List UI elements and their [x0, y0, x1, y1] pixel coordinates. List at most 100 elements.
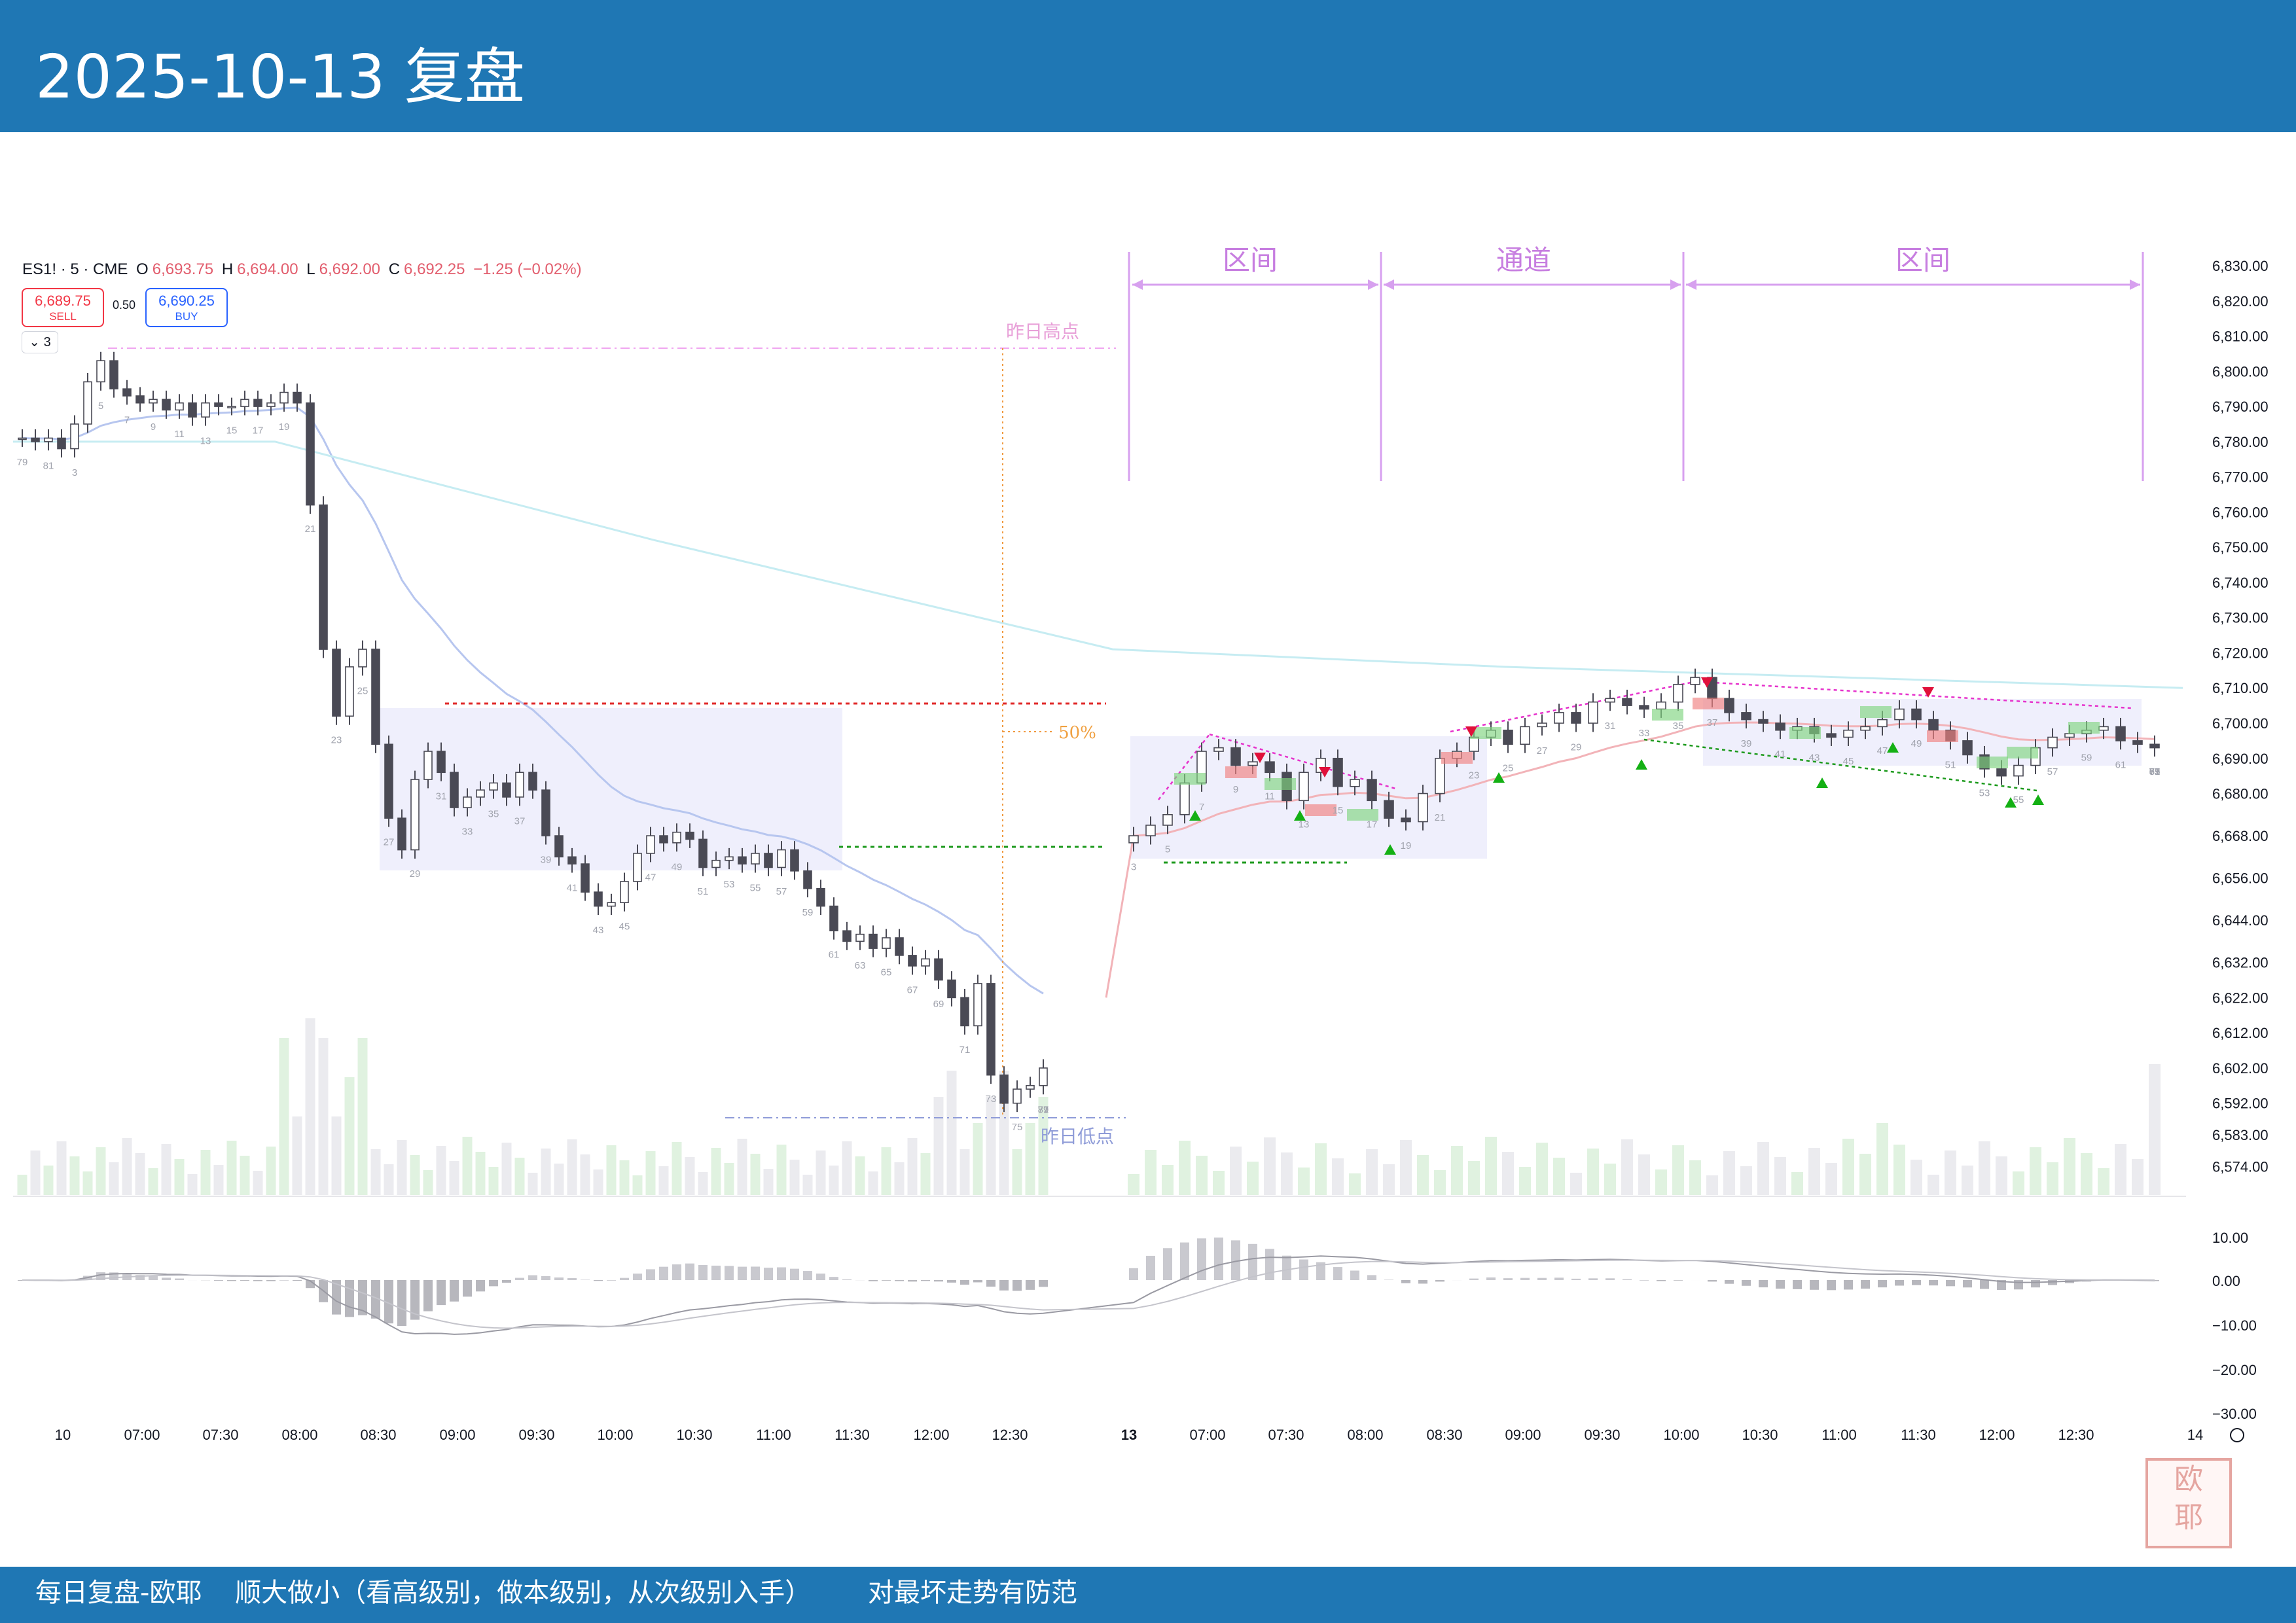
- volume-bar: [1400, 1140, 1412, 1195]
- macd-histogram-bar: [541, 1276, 550, 1280]
- indicator-collapse-button[interactable]: ⌄ 3: [22, 331, 58, 353]
- price-tick-label: 6,800.00: [2212, 363, 2269, 380]
- candle: [542, 781, 550, 845]
- bar-number: 49: [672, 861, 683, 872]
- prev-low-label: 昨日低点: [1041, 1126, 1114, 1147]
- volume-bar: [1689, 1160, 1701, 1195]
- candle: [267, 394, 275, 415]
- segment-label-range-1: 区间: [1223, 244, 1278, 276]
- macd-histogram-bar: [253, 1280, 262, 1281]
- macd-histogram-bar: [1742, 1280, 1751, 1286]
- time-tick-label: 12:00: [913, 1427, 949, 1443]
- macd-tick-label: −20.00: [2212, 1362, 2257, 1378]
- macd-histogram-bar: [1725, 1280, 1734, 1284]
- change-value: −1.25 (−0.02%): [473, 260, 581, 278]
- volume-bar: [2030, 1147, 2041, 1195]
- bar-number: 35: [1673, 721, 1684, 732]
- bar-number: 61: [829, 950, 840, 961]
- macd-histogram-bar: [738, 1267, 747, 1280]
- macd-histogram-bar: [921, 1280, 930, 1281]
- macd-histogram-bar: [1674, 1280, 1683, 1281]
- high-value: 6,694.00: [237, 260, 298, 278]
- segment-label-range-2: 区间: [1895, 244, 1950, 276]
- volume-bar: [1979, 1141, 1990, 1195]
- volume-bar: [895, 1162, 905, 1195]
- macd-histogram-bar: [1861, 1280, 1870, 1289]
- bar-number: 25: [1503, 763, 1514, 774]
- volume-bar: [397, 1140, 407, 1195]
- bar-number: 73: [986, 1094, 997, 1105]
- bar-number: 13: [1299, 819, 1310, 830]
- volume-bar: [18, 1175, 27, 1195]
- segment-label-channel: 通道: [1496, 244, 1551, 276]
- buy-highlight: [1652, 709, 1683, 721]
- time-tick-label: 10:30: [1742, 1427, 1778, 1443]
- price-tick-label: 6,740.00: [2212, 575, 2269, 591]
- volume-bar: [31, 1150, 41, 1195]
- price-tick-label: 6,750.00: [2212, 539, 2269, 556]
- volume-bar: [1604, 1164, 1616, 1195]
- candle: [123, 380, 131, 405]
- candle: [935, 950, 942, 989]
- volume-bar: [253, 1171, 263, 1195]
- arrow-left-icon: [1132, 279, 1143, 290]
- bar-number: 79: [17, 457, 28, 468]
- time-tick-label: 08:30: [360, 1427, 396, 1443]
- macd-histogram-bar: [554, 1277, 564, 1280]
- macd-signal-line: [22, 1260, 2155, 1329]
- time-tick-label: 12:30: [992, 1427, 1028, 1443]
- volume-bar: [135, 1153, 145, 1195]
- candle: [1039, 1059, 1047, 1094]
- macd-histogram-bar: [1248, 1244, 1257, 1280]
- volume-bar: [803, 1175, 813, 1195]
- bar-number: 15: [1333, 805, 1344, 816]
- volume-bar: [410, 1155, 420, 1195]
- bar-number: 31: [436, 791, 447, 802]
- bar-number: 3: [1131, 861, 1136, 872]
- buy-button[interactable]: 6,690.25 BUY: [145, 288, 228, 327]
- macd-histogram-bar: [1367, 1275, 1376, 1280]
- bar-number: 59: [802, 907, 814, 918]
- candle: [385, 736, 393, 827]
- macd-histogram-bar: [1214, 1238, 1223, 1280]
- volume-bar: [437, 1146, 446, 1195]
- macd-histogram-bar: [1180, 1243, 1189, 1280]
- volume-bar: [882, 1147, 891, 1195]
- volume-bar: [960, 1149, 970, 1195]
- volume-bar: [227, 1141, 237, 1195]
- volume-bar: [463, 1137, 473, 1195]
- macd-histogram-bar: [960, 1280, 969, 1285]
- high-label: H: [222, 260, 233, 278]
- bar-number: 37: [1707, 717, 1718, 728]
- bar-number: 43: [1809, 753, 1820, 764]
- arrow-right-icon: [1368, 279, 1378, 290]
- volume-bar: [764, 1169, 774, 1195]
- open-label: O: [136, 260, 149, 278]
- macd-histogram-bar: [1657, 1280, 1666, 1281]
- candle: [31, 429, 39, 450]
- price-tick-label: 6,770.00: [2212, 469, 2269, 486]
- macd-histogram-bar: [751, 1266, 760, 1280]
- low-value: 6,692.00: [319, 260, 380, 278]
- volume-bar: [188, 1174, 198, 1195]
- volume-bar: [528, 1173, 538, 1195]
- macd-histogram-bar: [1486, 1277, 1496, 1280]
- macd-histogram-bar: [1929, 1280, 1938, 1285]
- macd-histogram-bar: [162, 1277, 171, 1280]
- candle: [843, 922, 851, 950]
- macd-histogram-bar: [973, 1280, 982, 1282]
- macd-tick-label: 0.00: [2212, 1273, 2240, 1289]
- macd-histogram-bar: [1039, 1280, 1048, 1287]
- candle: [882, 929, 890, 957]
- sell-highlight: [1441, 752, 1473, 764]
- bar-number: 43: [593, 925, 604, 936]
- settings-gear-icon[interactable]: [2231, 1429, 2244, 1442]
- time-tick-label: 07:00: [1189, 1427, 1225, 1443]
- sell-button[interactable]: 6,689.75 SELL: [22, 288, 104, 327]
- macd-histogram-bar: [869, 1280, 878, 1281]
- candle: [1537, 715, 1547, 736]
- price-tick-label: 6,602.00: [2212, 1060, 2269, 1077]
- volume-bar: [1706, 1175, 1718, 1195]
- volume-bar: [816, 1150, 826, 1195]
